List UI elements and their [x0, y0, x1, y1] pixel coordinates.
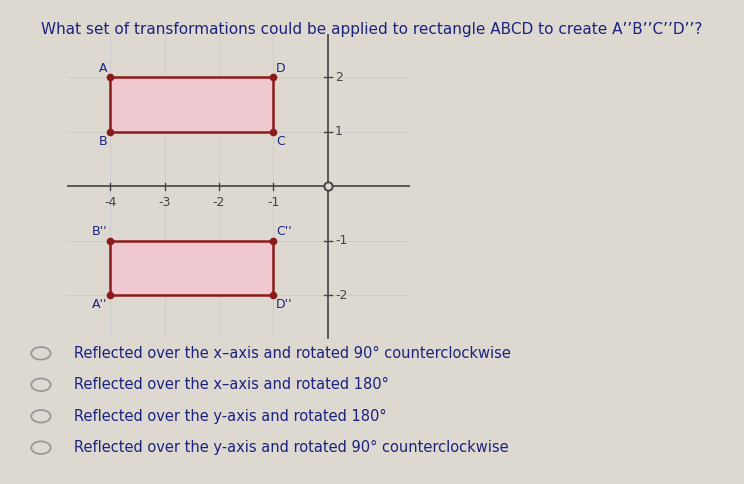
Text: 1: 1	[335, 125, 343, 138]
Text: B: B	[99, 135, 107, 148]
Text: -2: -2	[335, 289, 347, 302]
Text: C'': C''	[276, 225, 292, 238]
Text: D'': D''	[276, 298, 293, 311]
Text: -1: -1	[335, 234, 347, 247]
Text: -1: -1	[267, 196, 280, 209]
Text: D: D	[276, 62, 286, 75]
Text: Reflected over the x–axis and rotated 90° counterclockwise: Reflected over the x–axis and rotated 90…	[74, 346, 511, 361]
Text: -4: -4	[104, 196, 116, 209]
Text: 2: 2	[335, 71, 343, 84]
Text: Reflected over the y-axis and rotated 90° counterclockwise: Reflected over the y-axis and rotated 90…	[74, 440, 509, 455]
Text: A'': A''	[92, 298, 107, 311]
Text: -3: -3	[158, 196, 171, 209]
Text: B'': B''	[92, 225, 107, 238]
Text: -2: -2	[213, 196, 225, 209]
Text: Reflected over the x–axis and rotated 180°: Reflected over the x–axis and rotated 18…	[74, 378, 389, 392]
Text: What set of transformations could be applied to rectangle ABCD to create A’’B’’C: What set of transformations could be app…	[42, 22, 702, 37]
Text: A: A	[99, 62, 107, 75]
Text: Reflected over the y-axis and rotated 180°: Reflected over the y-axis and rotated 18…	[74, 408, 387, 424]
Bar	[110, 241, 274, 295]
Text: C: C	[276, 135, 285, 148]
Bar	[110, 77, 274, 132]
